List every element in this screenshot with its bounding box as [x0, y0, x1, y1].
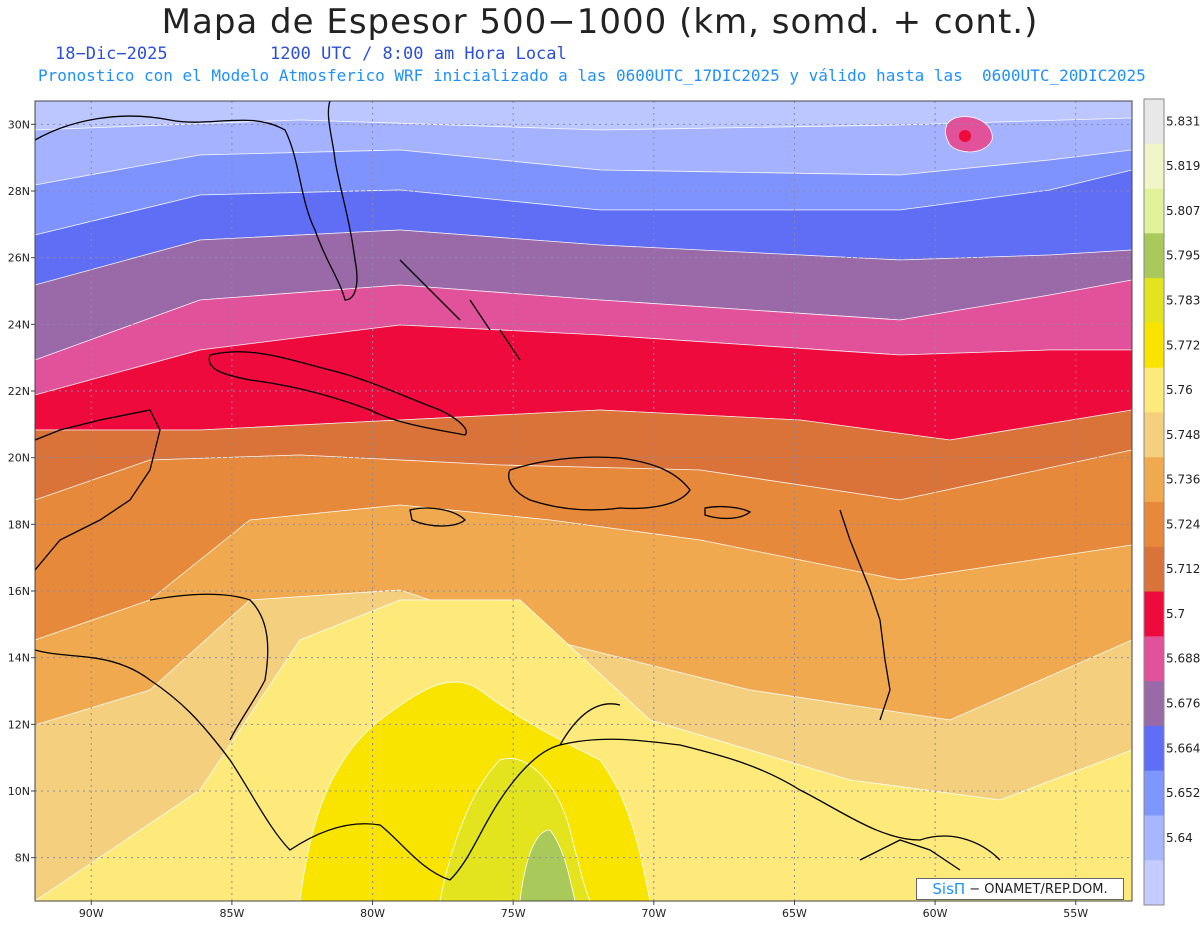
lon-label: 55W: [1063, 907, 1088, 920]
lon-label: 80W: [360, 907, 385, 920]
lat-label: 20N: [8, 452, 30, 465]
colorbar-label: 5.819: [1166, 159, 1200, 173]
thickness-band: [35, 599, 1132, 901]
colorbar-segment: [1144, 591, 1164, 637]
coast-south-america: [559, 703, 961, 871]
longitude-labels: 90W 85W 80W 75W 70W 65W 60W 55W: [79, 901, 1088, 920]
colorbar-label: 5.676: [1166, 697, 1200, 711]
colorbar-segment: [1144, 278, 1164, 324]
colorbar-label: 5.724: [1166, 517, 1200, 531]
colorbar-segment: [1144, 188, 1164, 234]
green-region: [519, 829, 576, 901]
colorbar-segment: [1144, 546, 1164, 593]
lat-label: 10N: [8, 785, 30, 798]
lat-label: 28N: [8, 185, 30, 198]
latitude-labels: 30N 28N 26N 24N 22N 20N 18N 16N 14N 12N 10N 8N: [8, 118, 35, 865]
model-info-line: Pronostico con el Modelo Atmosferico WRF…: [38, 66, 1146, 85]
lat-label: 14N: [8, 652, 30, 665]
colorbar: 5.831 5.819 5.807 5.795 5.783 5.772 5.76 5.748 5…: [1143, 98, 1200, 906]
colorbar-label: 5.748: [1166, 428, 1200, 442]
colorbar-segment: [1144, 322, 1164, 369]
lon-label: 65W: [782, 907, 807, 920]
coast-hispaniola: [508, 456, 691, 511]
colorbar-segment: [1144, 770, 1164, 816]
coast-mexico-yucatan: [35, 409, 161, 571]
thickness-bands: [35, 101, 1132, 901]
colorbar-label: 5.783: [1166, 294, 1200, 308]
lat-label: 26N: [8, 252, 30, 265]
coast-jamaica: [409, 507, 466, 527]
time-label: 1200 UTC / 8:00 am Hora Local: [269, 44, 567, 64]
colorbar-label: 5.795: [1166, 249, 1200, 263]
colorbar-segment: [1144, 367, 1164, 413]
lon-label: 85W: [219, 907, 244, 920]
date-label: 18−Dic−2025: [55, 44, 168, 64]
colorbar-segment: [1144, 860, 1164, 906]
coast-lesser-antilles: [839, 509, 891, 721]
lat-label: 12N: [8, 718, 30, 731]
colorbar-label: 5.831: [1166, 114, 1200, 128]
date-time-line: 18−Dic−2025 1200 UTC / 8:00 am Hora Loca…: [55, 44, 567, 64]
lat-lon-grid: [35, 101, 1132, 901]
colorbar-segment: [1144, 143, 1164, 190]
colorbar-segment: [1144, 233, 1164, 279]
colorbar-label: 5.64: [1166, 831, 1193, 845]
map-title: Mapa de Espesor 500−1000 (km, somd. + co…: [161, 2, 1039, 42]
colorbar-label: 5.652: [1166, 786, 1200, 800]
colorbar-segment: [1144, 502, 1164, 548]
colorbar-label: 5.736: [1166, 473, 1200, 487]
colorbar-label: 5.772: [1166, 338, 1200, 352]
colorbar-segment: [1144, 412, 1164, 458]
map-plot-area: [35, 101, 1132, 901]
lat-label: 30N: [8, 118, 30, 131]
lat-label: 24N: [8, 318, 30, 331]
lon-label: 70W: [641, 907, 666, 920]
max-thickness-blobs: [299, 116, 993, 901]
colorbar-label: 5.664: [1166, 741, 1200, 755]
colorbar-segment: [1144, 636, 1164, 682]
colorbar-segment: [1144, 681, 1164, 727]
coast-central-america: [35, 649, 1001, 881]
coast-cuba: [208, 351, 467, 436]
colorbar-label: 5.688: [1166, 652, 1200, 666]
lon-label: 90W: [79, 907, 104, 920]
credit-box: SisΠ − ONAMET/REP.DOM.: [916, 878, 1124, 900]
red-cell: [959, 130, 971, 142]
lat-label: 18N: [8, 518, 30, 531]
colorbar-label: 5.7: [1166, 607, 1185, 621]
colorbar-label: 5.807: [1166, 204, 1200, 218]
colorbar-segment: [1144, 457, 1164, 503]
lon-label: 75W: [501, 907, 526, 920]
colorbar-frame: [1143, 98, 1165, 906]
lat-label: 8N: [15, 852, 30, 865]
map-frame: [34, 100, 1133, 902]
colorbar-segment: [1144, 725, 1164, 772]
lon-label: 60W: [923, 907, 948, 920]
coast-florida-gulf: [35, 101, 358, 301]
lat-label: 22N: [8, 385, 30, 398]
coast-honduras: [149, 593, 269, 741]
coast-bahamas: [399, 259, 521, 361]
credit-text: − ONAMET/REP.DOM.: [969, 881, 1108, 897]
colorbar-segment: [1144, 815, 1164, 861]
lat-label: 16N: [8, 585, 30, 598]
colorbar-label: 5.76: [1166, 383, 1193, 397]
colorbar-segment: [1144, 99, 1164, 145]
coastlines: [35, 101, 1001, 881]
coast-puerto-rico: [704, 505, 752, 520]
colorbar-label: 5.712: [1166, 562, 1200, 576]
credit-brand: SisΠ: [932, 880, 966, 898]
